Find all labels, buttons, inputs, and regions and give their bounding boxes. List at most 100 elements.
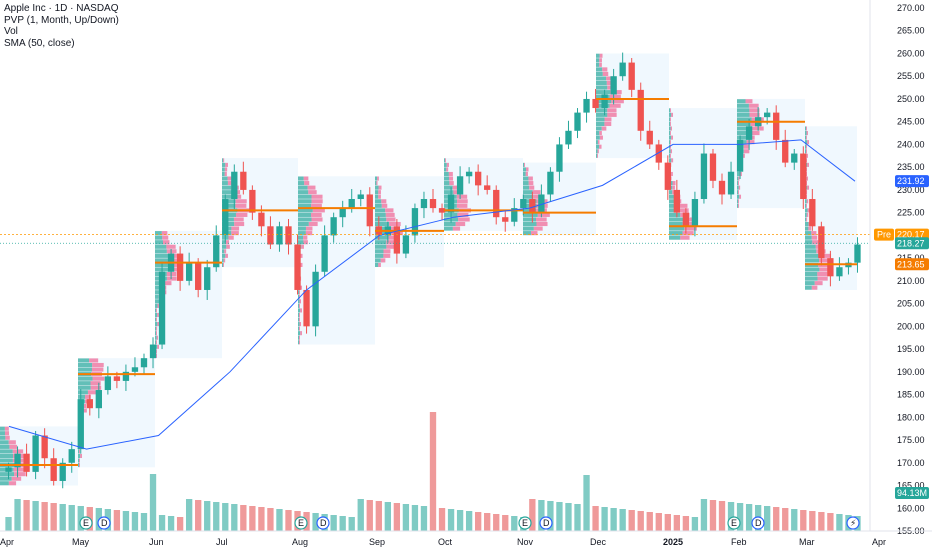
profile-bar-up	[805, 221, 809, 227]
candle-body	[727, 171, 735, 195]
profile-bar-down	[299, 322, 301, 327]
volume-bar	[375, 501, 382, 531]
legend-symbol[interactable]: Apple Inc · 1D · NASDAQ	[4, 3, 119, 14]
profile-bar-up	[298, 308, 301, 313]
profile-bar-up	[669, 153, 671, 158]
profile-bar-down	[806, 203, 807, 208]
profile-bar-up	[222, 181, 228, 186]
volume-bar	[646, 512, 653, 531]
profile-bar-up	[669, 135, 672, 140]
event-E[interactable]: E	[294, 516, 308, 530]
event-circle	[518, 516, 532, 530]
candle-body	[330, 217, 337, 236]
time-tick-label: 2025	[663, 537, 683, 547]
profile-bar-down	[311, 194, 323, 199]
event-D[interactable]: D	[539, 516, 553, 530]
profile-bar-up	[155, 253, 170, 258]
profile-bar-up	[298, 176, 304, 181]
profile-bar-down	[745, 99, 753, 104]
price-tick-label: 270.00	[897, 3, 925, 13]
profile-bar-down	[8, 481, 17, 486]
candle-body	[95, 390, 102, 409]
event-split[interactable]: ⚡	[846, 516, 860, 530]
time-tick-label: Mar	[799, 537, 815, 547]
profile-bar-down	[672, 181, 676, 186]
sma-line	[8, 139, 856, 450]
volume-bar	[592, 506, 599, 531]
profile-bar-down	[223, 258, 226, 263]
legend-sma[interactable]: SMA (50, close)	[4, 37, 75, 49]
profile-bar-down	[223, 158, 225, 163]
profile-bar-up	[805, 253, 820, 258]
time-tick-label: Aug	[292, 537, 308, 547]
event-circle	[751, 516, 765, 530]
profile-bar-down	[455, 221, 466, 227]
price-tick-label: 245.00	[897, 117, 925, 127]
event-D[interactable]: D	[316, 516, 330, 530]
profile-bar-down	[749, 112, 760, 117]
volume-bar	[565, 503, 572, 531]
profile-bar-down	[743, 149, 750, 154]
event-circle	[846, 516, 860, 530]
profile-bar-up	[0, 444, 10, 449]
price-tick-label: 210.00	[897, 276, 925, 286]
candle-body	[348, 199, 355, 209]
profile-bar-up	[669, 194, 676, 199]
profile-bar-up	[805, 199, 807, 204]
profile-bar-down	[670, 121, 671, 127]
profile-bar-down	[456, 194, 468, 199]
profile-bar-down	[378, 190, 381, 195]
candle-body	[800, 153, 807, 200]
volume-bar	[619, 509, 626, 531]
profile-bar-up	[805, 149, 807, 154]
profile-bar-up	[375, 217, 387, 222]
volume-bar	[113, 510, 121, 531]
profile-bar-down	[601, 126, 607, 131]
profile-bar-up	[155, 249, 167, 254]
event-E[interactable]: E	[727, 516, 741, 530]
profile-bar-up	[737, 203, 739, 208]
price-tick-label: 265.00	[897, 26, 925, 36]
profile-bar-up	[523, 226, 534, 231]
profile-bar-up	[155, 340, 157, 345]
profile-bar-down	[530, 231, 538, 236]
legend-vol[interactable]: Vol	[4, 26, 18, 37]
profile-bar-up	[375, 253, 384, 258]
profile-bar-up	[523, 190, 533, 195]
profile-bar-up	[737, 171, 740, 177]
profile-bar-down	[92, 376, 105, 381]
profile-bar-up	[669, 199, 676, 204]
legend-pvp[interactable]: PVP (1, Month, Up/Down)	[4, 14, 119, 26]
candle-body	[258, 212, 265, 227]
profile-bar-up	[669, 235, 681, 240]
profile-bar-down	[537, 212, 550, 217]
profile-bar-down	[164, 281, 172, 286]
profile-bar-down	[14, 472, 26, 477]
candle-body	[393, 226, 401, 254]
event-markers: E D E D E D E D ⚡	[79, 516, 860, 530]
event-E[interactable]: E	[79, 516, 93, 530]
profile-bar-down	[670, 108, 671, 113]
profile-bar-down	[161, 231, 168, 236]
profile-bar-down	[808, 226, 812, 231]
profile-bar-down	[606, 76, 615, 81]
profile-bar-up	[0, 481, 9, 486]
profile-bar-down	[224, 167, 228, 172]
profile-bar-down	[604, 117, 612, 122]
candle-body	[637, 89, 644, 131]
profile-bar-down	[383, 249, 391, 254]
candle-body	[836, 267, 843, 277]
volume-bar	[420, 506, 428, 531]
event-E[interactable]: E	[518, 516, 532, 530]
event-D[interactable]: D	[97, 516, 111, 530]
candle-body	[818, 226, 825, 259]
candle-body	[691, 199, 699, 227]
event-D[interactable]: D	[751, 516, 765, 530]
profile-bar-up	[805, 231, 812, 236]
candle-body	[140, 358, 148, 368]
profile-bar-up	[298, 303, 300, 308]
price-tick-label: 255.00	[897, 71, 925, 81]
time-tick-label: Oct	[438, 537, 453, 547]
volume-bar	[502, 515, 509, 531]
